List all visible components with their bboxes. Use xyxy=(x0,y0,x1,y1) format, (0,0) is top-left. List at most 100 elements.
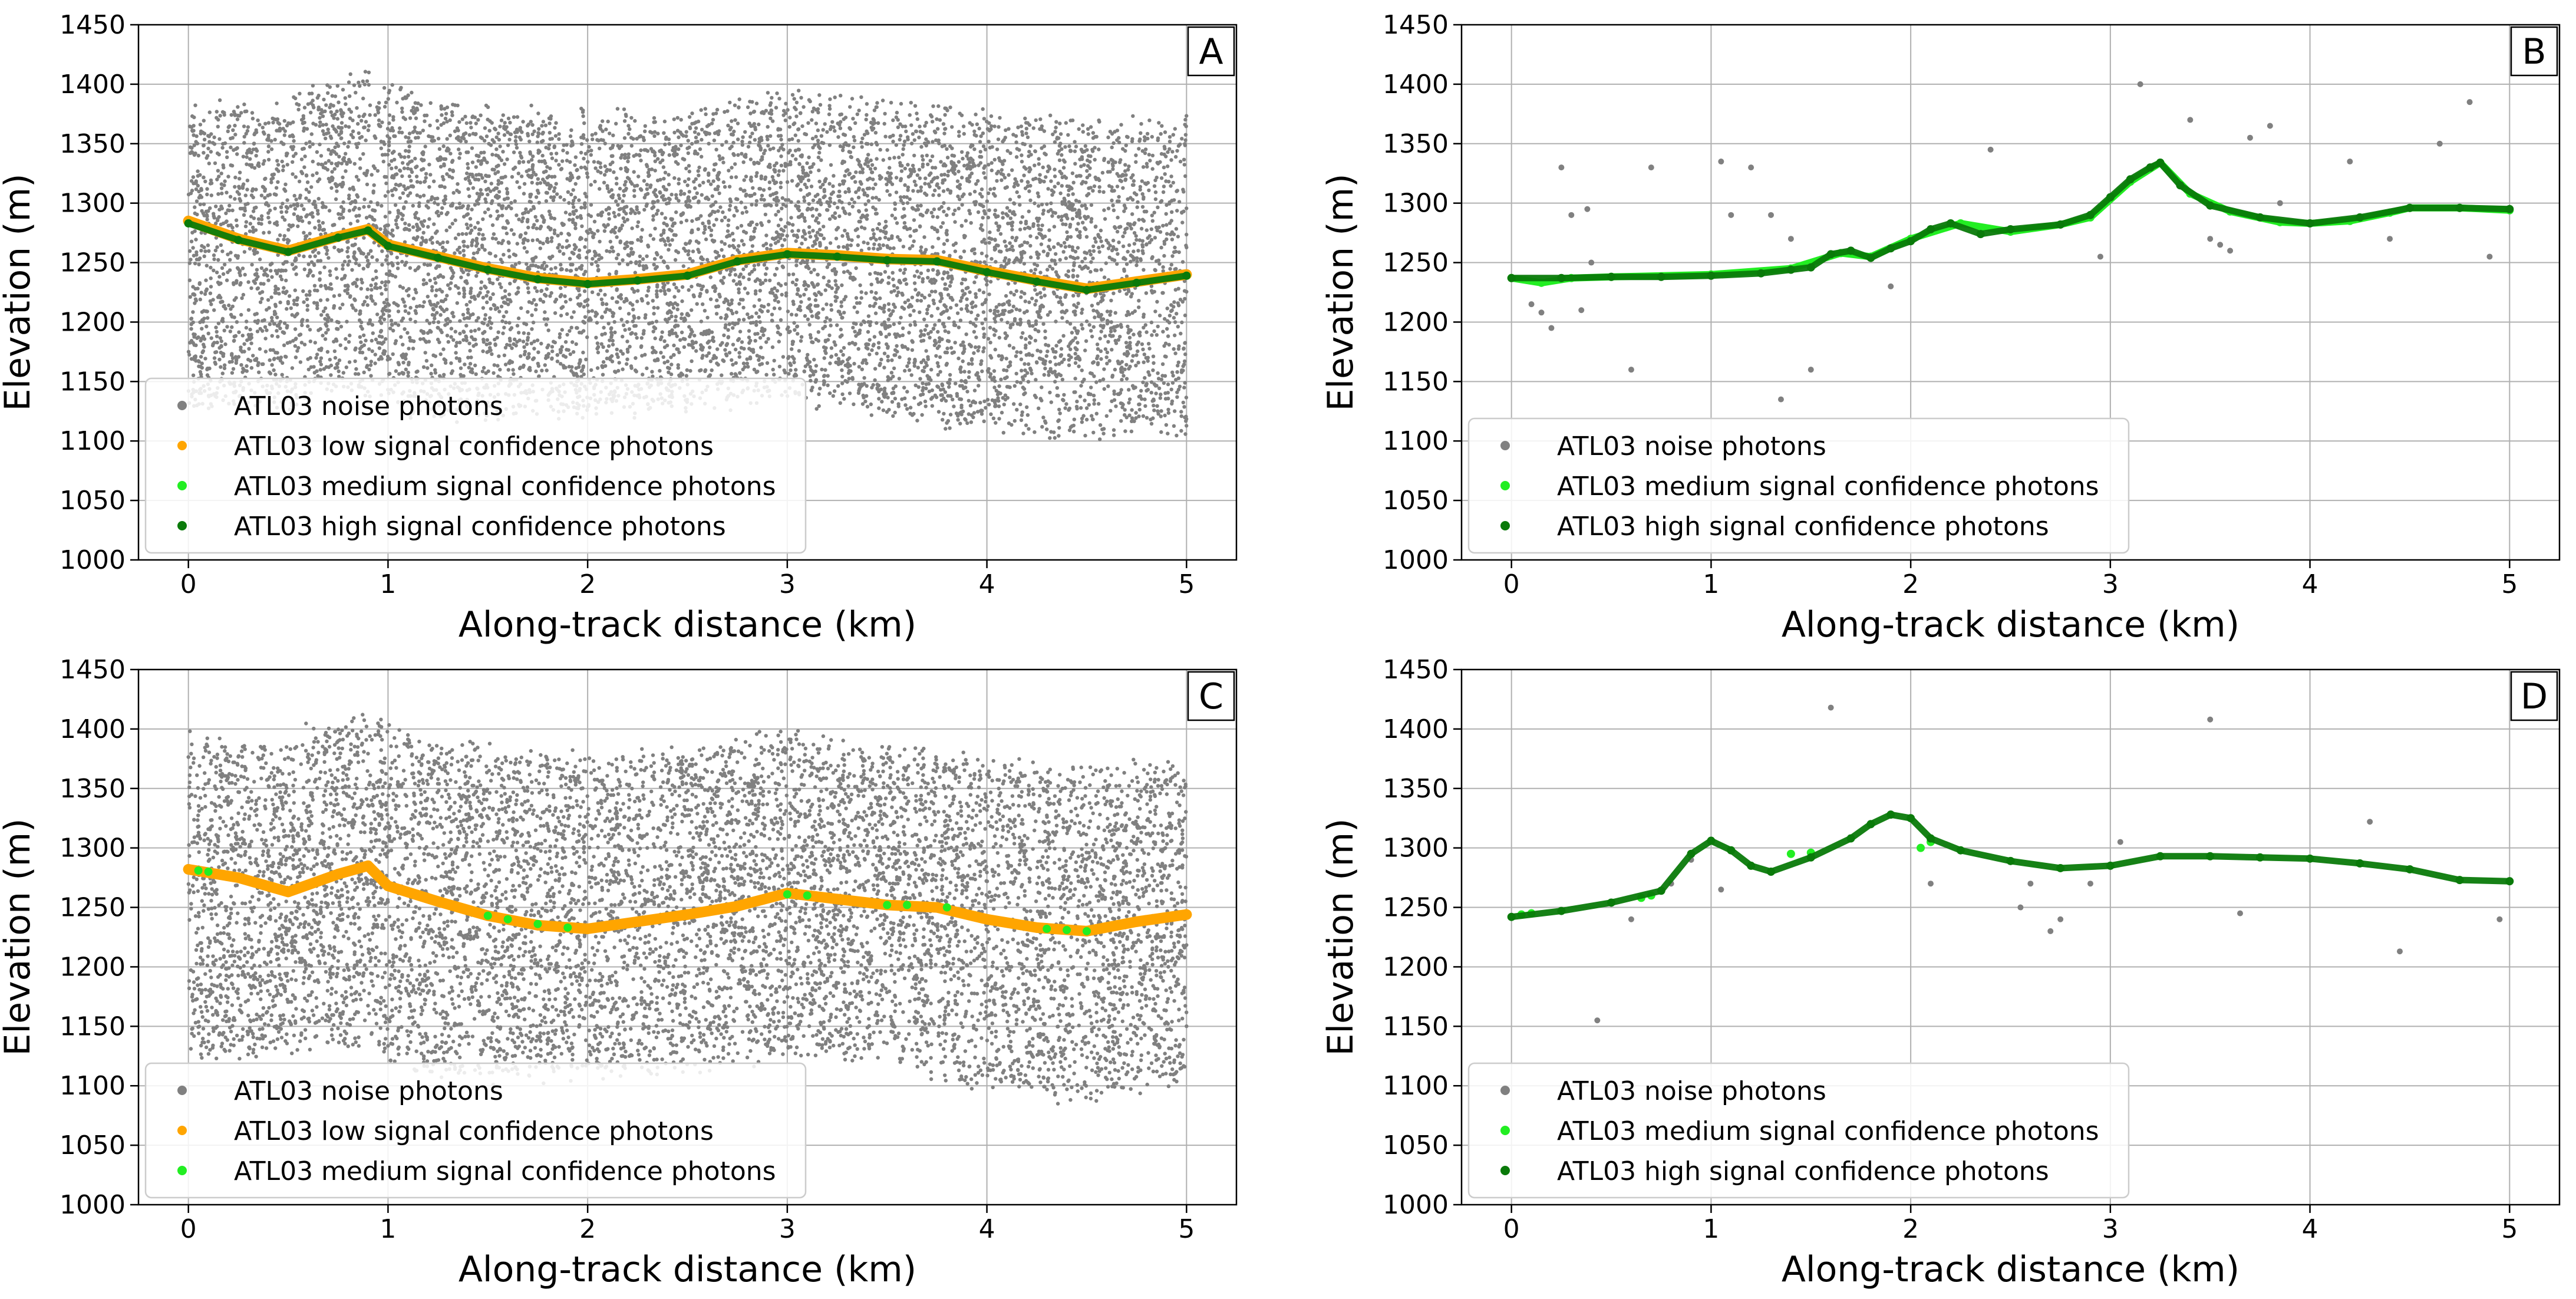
noise-photon xyxy=(1074,144,1078,149)
noise-photon xyxy=(466,161,470,166)
noise-photon xyxy=(474,274,479,278)
noise-photon xyxy=(692,294,696,299)
noise-photon xyxy=(361,96,365,101)
noise-photon xyxy=(1035,292,1040,296)
noise-photon xyxy=(329,136,334,140)
noise-photon xyxy=(635,207,639,212)
noise-photon xyxy=(256,361,260,365)
noise-photon xyxy=(365,79,370,83)
noise-photon xyxy=(753,279,758,283)
noise-photon xyxy=(1048,390,1052,395)
noise-photon xyxy=(449,335,453,339)
noise-photon xyxy=(563,210,568,215)
noise-photon xyxy=(1152,329,1156,334)
noise-photon xyxy=(573,155,578,159)
noise-photon xyxy=(1149,227,1154,231)
noise-photon xyxy=(1175,370,1179,374)
noise-photon xyxy=(1106,170,1110,174)
noise-photon xyxy=(982,238,987,242)
noise-photon xyxy=(1115,229,1120,234)
noise-photon xyxy=(1005,185,1010,189)
noise-photon xyxy=(654,319,659,324)
noise-photon xyxy=(728,100,732,105)
noise-photon xyxy=(1117,240,1121,245)
noise-photon xyxy=(921,164,925,169)
noise-photon xyxy=(708,345,712,350)
noise-photon xyxy=(215,177,219,182)
noise-photon xyxy=(200,209,204,213)
noise-photon xyxy=(839,304,843,308)
noise-photon xyxy=(196,153,200,158)
noise-photon xyxy=(493,126,497,131)
noise-photon xyxy=(232,148,236,152)
noise-photon xyxy=(388,128,392,133)
noise-photon xyxy=(1075,214,1079,219)
noise-photon xyxy=(352,251,357,255)
noise-photon xyxy=(536,111,540,116)
noise-photon xyxy=(899,169,904,173)
noise-photon xyxy=(244,220,249,224)
noise-photon xyxy=(550,137,554,141)
noise-photon xyxy=(408,191,413,195)
noise-photon xyxy=(468,362,473,366)
noise-photon xyxy=(1010,235,1014,240)
noise-photon xyxy=(862,320,867,324)
noise-photon xyxy=(650,370,654,374)
noise-photon xyxy=(215,271,219,275)
noise-photon xyxy=(461,286,466,291)
noise-photon xyxy=(430,241,434,245)
noise-photon xyxy=(1156,138,1160,143)
noise-photon xyxy=(408,339,413,343)
noise-photon xyxy=(448,151,453,156)
noise-photon xyxy=(942,250,946,254)
noise-photon xyxy=(192,343,196,347)
noise-photon xyxy=(479,280,484,284)
noise-photon xyxy=(368,363,373,367)
noise-photon xyxy=(655,289,659,293)
noise-photon xyxy=(1004,294,1008,298)
noise-photon xyxy=(598,146,602,151)
noise-photon xyxy=(357,206,361,211)
noise-photon xyxy=(727,244,732,248)
noise-photon xyxy=(387,113,392,117)
noise-photon xyxy=(594,260,598,264)
noise-photon xyxy=(574,209,578,213)
noise-photon xyxy=(821,307,825,311)
noise-photon xyxy=(1080,327,1085,331)
noise-photon xyxy=(812,268,816,272)
noise-photon xyxy=(690,285,694,289)
noise-photon xyxy=(514,213,519,217)
noise-photon xyxy=(468,181,473,186)
noise-photon xyxy=(348,94,352,98)
noise-photon xyxy=(1137,299,1141,303)
noise-photon xyxy=(995,147,1000,151)
noise-photon xyxy=(411,296,416,301)
noise-photon xyxy=(387,309,391,313)
noise-photon xyxy=(572,205,576,209)
noise-photon xyxy=(1038,232,1043,236)
noise-photon xyxy=(1073,161,1077,166)
noise-photon xyxy=(1099,239,1103,243)
noise-photon xyxy=(217,153,221,157)
noise-photon xyxy=(599,297,603,302)
noise-photon xyxy=(1182,405,1186,409)
noise-photon xyxy=(260,126,265,130)
noise-photon xyxy=(1099,349,1103,353)
noise-photon xyxy=(853,180,857,184)
noise-photon xyxy=(873,166,878,171)
noise-photon xyxy=(1014,354,1018,358)
noise-photon xyxy=(812,106,816,110)
noise-photon xyxy=(808,235,813,239)
noise-photon xyxy=(270,315,274,320)
noise-photon xyxy=(489,182,493,186)
noise-photon xyxy=(871,186,875,190)
noise-photon xyxy=(1168,267,1172,271)
noise-photon xyxy=(545,345,549,350)
noise-photon xyxy=(558,332,562,336)
noise-photon xyxy=(766,302,771,307)
noise-photon xyxy=(469,223,473,228)
noise-photon xyxy=(344,151,348,156)
noise-photon xyxy=(759,345,763,350)
noise-photon xyxy=(903,368,907,373)
noise-photon xyxy=(727,322,731,327)
